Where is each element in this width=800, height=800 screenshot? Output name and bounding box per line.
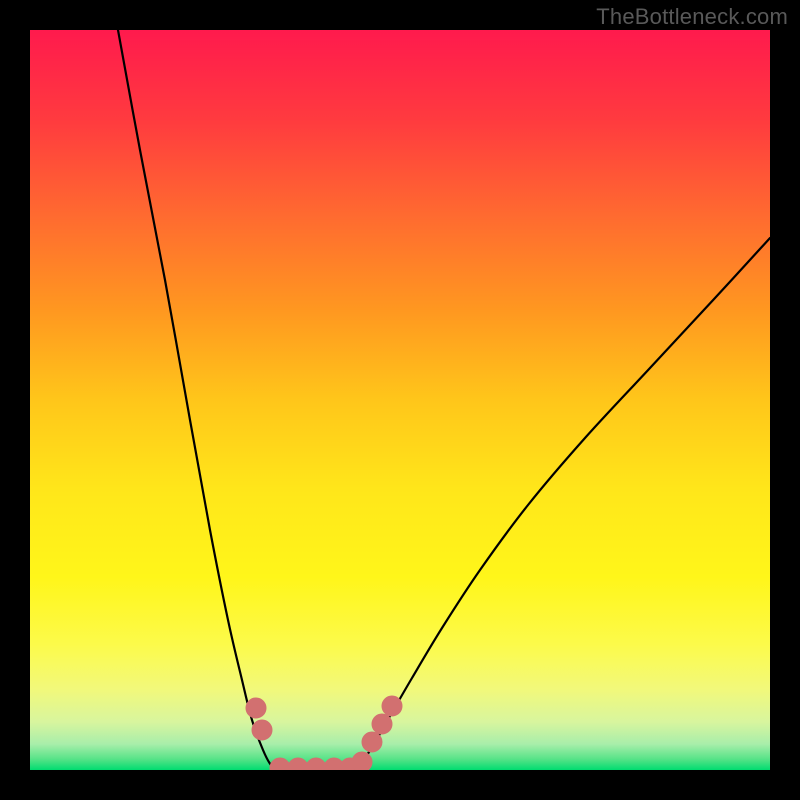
chart-area [30,30,770,770]
data-point [352,752,372,770]
watermark-text: TheBottleneck.com [596,4,788,30]
data-point [372,714,392,734]
outer-frame: TheBottleneck.com [0,0,800,800]
gradient-background [30,30,770,770]
data-point [246,698,266,718]
data-point [362,732,382,752]
data-point [252,720,272,740]
data-point [382,696,402,716]
chart-svg [30,30,770,770]
